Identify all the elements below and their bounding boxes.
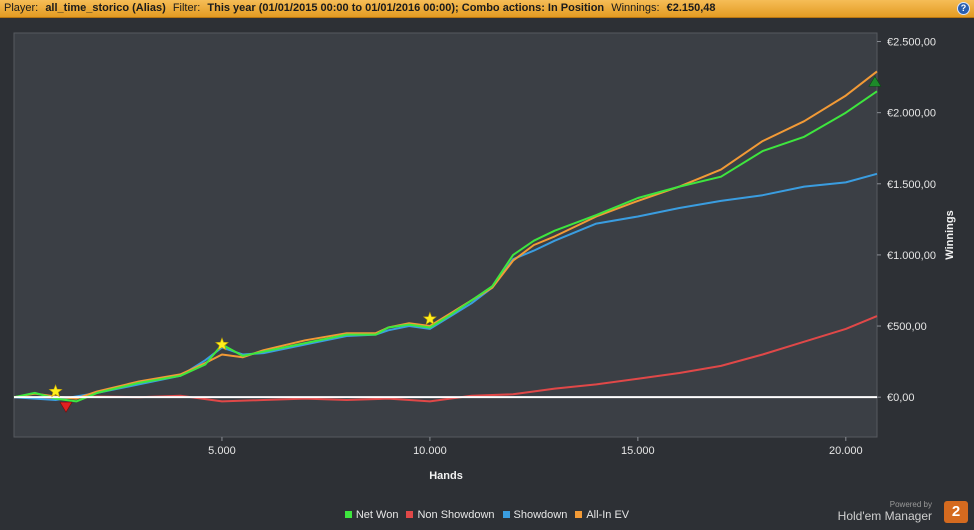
y-axis-title: Winnings — [944, 210, 956, 259]
legend-label: Net Won — [355, 509, 399, 521]
legend-item-net-won[interactable]: Net Won — [344, 509, 399, 521]
x-tick-label: 15.000 — [621, 445, 655, 457]
series-line-net-won — [13, 90, 878, 403]
y-tick-label: €2.000,00 — [887, 108, 936, 120]
winnings-label: Winnings: — [611, 2, 660, 14]
low-point-marker-icon — [59, 401, 73, 413]
winnings-value: €2.150,48 — [666, 2, 716, 14]
y-tick-label: €500,00 — [887, 321, 927, 333]
legend-item-non-showdown[interactable]: Non Showdown — [406, 509, 495, 521]
legend-label: Non Showdown — [417, 509, 495, 521]
star-marker-icon — [215, 337, 229, 351]
player-label: Player: — [4, 2, 39, 14]
info-bar: Player: all_time_storico (Alias) Filter:… — [0, 0, 974, 18]
legend-swatch — [406, 511, 414, 518]
x-tick-label: 10.000 — [413, 445, 447, 457]
hm2-logo-icon: 2 — [944, 501, 968, 523]
y-tick-label: €2.500,00 — [887, 37, 936, 49]
x-tick-label: 5.000 — [208, 445, 236, 457]
product-name: Hold'em Manager — [837, 509, 932, 523]
filter-label: Filter: — [172, 2, 201, 14]
y-tick-label: €0,00 — [887, 392, 915, 404]
star-marker-icon — [422, 311, 437, 325]
series-line-showdown — [13, 172, 878, 401]
y-axis: €0,00 €500,00 €1.000,00 €1.500,00 €2.000,00 €… — [877, 37, 936, 404]
marker-layer — [48, 75, 882, 413]
filter-value: This year (01/01/2015 00:00 to 01/01/201… — [207, 2, 605, 14]
legend-swatch — [575, 511, 583, 518]
player-name: all_time_storico (Alias) — [45, 2, 166, 14]
legend-item-showdown[interactable]: Showdown — [502, 509, 568, 521]
legend-label: All-In EV — [586, 509, 630, 521]
chart-legend: Net Won Non Showdown Showdown All-In EV — [0, 509, 974, 521]
x-axis-title: Hands — [429, 470, 463, 482]
star-marker-icon — [48, 384, 63, 398]
help-icon[interactable]: ? — [957, 2, 970, 15]
high-point-marker-icon — [868, 75, 882, 87]
legend-swatch — [502, 511, 510, 518]
y-tick-label: €1.500,00 — [887, 179, 936, 191]
powered-by-text: Powered by — [889, 500, 932, 509]
legend-swatch — [344, 511, 352, 518]
plot-area — [13, 32, 878, 438]
branding: Powered by Hold'em Manager 2 — [830, 498, 970, 526]
legend-label: Showdown — [513, 509, 568, 521]
x-axis: 5.000 10.000 15.000 20.000 — [208, 437, 863, 457]
y-tick-label: €1.000,00 — [887, 250, 936, 262]
legend-item-all-in-ev[interactable]: All-In EV — [575, 509, 629, 521]
x-tick-label: 20.000 — [829, 445, 863, 457]
